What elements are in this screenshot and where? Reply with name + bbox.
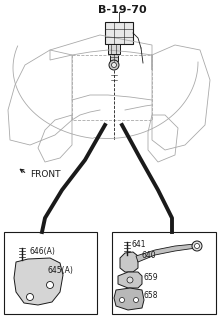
Bar bbox=[110, 54, 118, 61]
Circle shape bbox=[192, 241, 202, 251]
Text: 645(A): 645(A) bbox=[48, 266, 74, 275]
Text: 640: 640 bbox=[142, 251, 157, 260]
Text: 659: 659 bbox=[144, 274, 159, 283]
Bar bbox=[72, 55, 152, 120]
Circle shape bbox=[46, 282, 53, 289]
Text: 646(A): 646(A) bbox=[29, 246, 55, 255]
Circle shape bbox=[112, 62, 116, 68]
Polygon shape bbox=[136, 244, 196, 262]
Text: 658: 658 bbox=[144, 291, 158, 300]
Bar bbox=[105, 22, 133, 44]
Circle shape bbox=[194, 244, 200, 249]
Circle shape bbox=[109, 60, 119, 70]
Polygon shape bbox=[118, 272, 142, 288]
Bar bbox=[4, 232, 97, 314]
Circle shape bbox=[120, 298, 124, 302]
Circle shape bbox=[127, 277, 133, 283]
Polygon shape bbox=[120, 252, 138, 272]
Bar bbox=[108, 44, 120, 54]
Circle shape bbox=[27, 293, 34, 300]
Polygon shape bbox=[114, 288, 144, 310]
Circle shape bbox=[133, 298, 139, 302]
Bar bbox=[112, 232, 216, 314]
Polygon shape bbox=[14, 258, 63, 305]
Text: B-19-70: B-19-70 bbox=[98, 5, 146, 15]
Text: FRONT: FRONT bbox=[30, 170, 61, 179]
Text: 641: 641 bbox=[132, 239, 147, 249]
